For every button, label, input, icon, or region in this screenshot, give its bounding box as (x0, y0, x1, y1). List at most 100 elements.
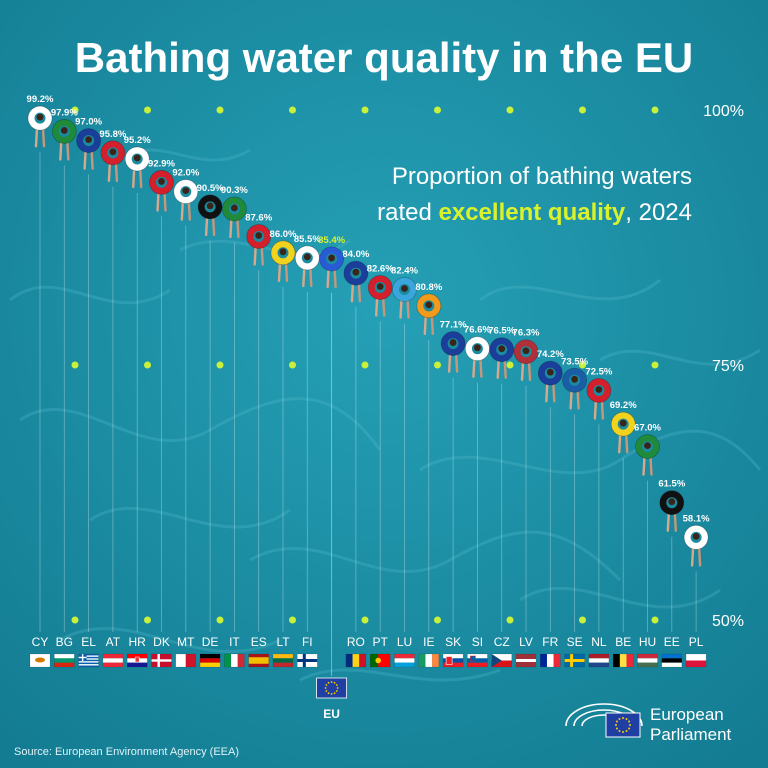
value-label: 58.1% (683, 513, 710, 524)
swimmer-head (619, 419, 627, 427)
swimmer-leg (697, 546, 702, 567)
swimmer-leg (302, 266, 306, 288)
swimmer-head (668, 498, 676, 506)
european-parliament-logo: European Parliament (565, 703, 732, 744)
value-label: 95.8% (99, 129, 126, 140)
grid-dot (579, 106, 586, 114)
grid-dot (361, 616, 369, 624)
country-code-label: LU (397, 635, 412, 649)
star (625, 717, 628, 720)
swimmer-leg (333, 267, 337, 289)
flag-cy-icon (29, 653, 51, 668)
swimmer-leg (211, 215, 216, 237)
value-label: 82.6% (367, 263, 394, 274)
point-be: 69.2% (610, 400, 637, 454)
point-lv: 76.3% (513, 328, 540, 381)
swimmer-head (376, 283, 384, 290)
value-label: 97.9% (51, 107, 78, 118)
grid-dot (144, 361, 151, 369)
swimmer-leg (520, 360, 525, 381)
grid-dot (216, 361, 224, 369)
swimmer-leg (357, 282, 362, 303)
swimmer-head (158, 178, 165, 185)
value-label: 92.0% (172, 168, 199, 179)
star (618, 730, 621, 733)
country-code-label: SE (567, 635, 583, 649)
swimmer-leg (83, 149, 87, 170)
country-code-label: DK (153, 635, 170, 649)
swimmer-leg (90, 149, 94, 170)
swimmer-head (182, 187, 190, 195)
value-label: 80.8% (415, 282, 442, 293)
grid-dot (434, 616, 441, 624)
grid-dot (144, 616, 151, 624)
swimmer-leg (503, 358, 507, 379)
value-label: 74.2% (537, 349, 564, 360)
grid-dot (506, 361, 514, 369)
ripple (89, 506, 291, 529)
stem-lines (39, 152, 697, 676)
grid-dot (579, 361, 586, 369)
swimmer-leg (552, 381, 556, 403)
star (629, 724, 631, 726)
point-sk: 77.1% (440, 320, 467, 373)
swimmer-leg (673, 511, 677, 532)
swimmer-leg (406, 298, 410, 319)
swimmer-leg (163, 191, 167, 212)
swimmer-leg (156, 191, 160, 212)
ripple (59, 627, 281, 653)
swimmer-leg (34, 126, 39, 148)
point-ro: 84.0% (342, 249, 370, 303)
swimmer-head (328, 254, 335, 262)
subtitle-year: , 2024 (625, 199, 692, 226)
country-code-label: CZ (494, 635, 510, 649)
value-label: 72.5% (585, 367, 612, 378)
grid-dot (71, 106, 79, 114)
grid-dot (506, 616, 514, 624)
flag-ee-icon (661, 653, 683, 668)
grid-dot (216, 616, 224, 624)
value-label: 67.0% (634, 423, 661, 434)
flag-nl-icon (588, 653, 610, 668)
data-points: 99.2% 97.9%97.0%95.8%95.2% 92.9%92.0% 90.5%… (27, 94, 710, 567)
flags-row (29, 653, 707, 699)
grid-dots (71, 106, 659, 624)
country-code-label: SI (472, 635, 483, 649)
star (618, 717, 621, 720)
grid-dot (651, 616, 659, 624)
grid-dot (579, 616, 586, 624)
ripple (599, 348, 761, 366)
eu-code-label: EU (323, 707, 340, 721)
point-hr: 95.2% (124, 135, 151, 189)
country-code-label: RO (347, 635, 365, 649)
value-label: 84.0% (342, 249, 369, 260)
swimmer-leg (593, 399, 598, 420)
swimmer-leg (649, 455, 653, 476)
value-label: 86.0% (270, 229, 297, 240)
swimmer-head (85, 136, 92, 144)
swimmer-leg (236, 217, 240, 239)
country-code-label: CY (32, 635, 49, 649)
swimmer-head (401, 285, 408, 292)
ripple (249, 530, 622, 582)
grid-dot (651, 361, 659, 369)
value-label: 90.5% (197, 183, 224, 194)
flag-lv-icon (515, 653, 537, 668)
value-label: 69.2% (610, 400, 637, 411)
flag-sk-icon (442, 653, 464, 668)
point-el: 97.0% (75, 117, 103, 170)
chart-title: Bathing water quality in the EU (75, 34, 693, 81)
subtitle-line-1: Proportion of bathing waters (392, 163, 692, 190)
swimmer-leg (107, 161, 112, 183)
point-eu-average: 85.4% (318, 235, 346, 289)
swimmer-head (522, 347, 530, 355)
value-label: 82.4% (391, 266, 418, 277)
flag-es-icon (248, 653, 269, 668)
eu-stars-icon (615, 717, 631, 733)
country-code-label: PL (689, 635, 704, 649)
grid-dot (71, 616, 79, 624)
star (615, 724, 617, 726)
swimmer-leg (690, 546, 695, 567)
